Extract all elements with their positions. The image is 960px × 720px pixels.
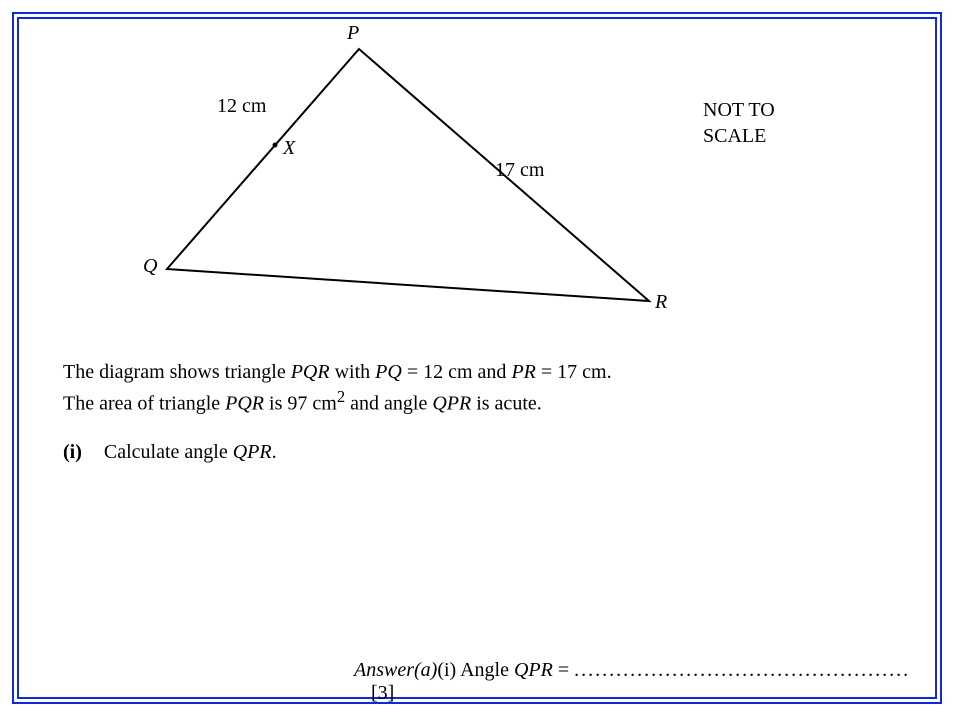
t2f: is acute. bbox=[471, 393, 542, 415]
side-label-pr: 17 cm bbox=[495, 159, 544, 182]
vertex-label-p: P bbox=[347, 22, 359, 45]
pt-a: Calculate angle bbox=[104, 441, 233, 463]
t1d: PQ bbox=[375, 361, 402, 383]
ans-b: (i) Angle bbox=[437, 659, 514, 681]
question-part: (i) Calculate angle QPR. bbox=[63, 439, 277, 466]
t1a: The diagram shows triangle bbox=[63, 361, 291, 383]
t2c: is 97 cm bbox=[264, 393, 337, 415]
t1b: PQR bbox=[291, 361, 330, 383]
not-to-scale-note: NOT TO SCALE bbox=[703, 97, 775, 149]
side-label-pq: 12 cm bbox=[217, 95, 266, 118]
answer-line: Answer(a)(i) Angle QPR = ...............… bbox=[354, 659, 924, 705]
triangle-diagram bbox=[19, 19, 939, 339]
ans-c: QPR bbox=[514, 659, 553, 681]
t2b: PQR bbox=[225, 393, 264, 415]
problem-line-2: The area of triangle PQR is 97 cm2 and a… bbox=[63, 386, 612, 418]
problem-text: The diagram shows triangle PQR with PQ =… bbox=[63, 359, 612, 418]
inner-border: P Q R X 12 cm 17 cm NOT TO SCALE The dia… bbox=[17, 17, 937, 699]
t2d: and angle bbox=[345, 393, 432, 415]
t2a: The area of triangle bbox=[63, 393, 225, 415]
page-content: P Q R X 12 cm 17 cm NOT TO SCALE The dia… bbox=[19, 19, 935, 697]
answer-dots: ........................................… bbox=[574, 659, 910, 681]
t1f: PR bbox=[511, 361, 535, 383]
ans-d: = bbox=[553, 659, 574, 681]
t1g: = 17 cm. bbox=[536, 361, 612, 383]
t1c: with bbox=[330, 361, 376, 383]
vertex-label-r: R bbox=[655, 291, 667, 314]
ans-a: Answer(a) bbox=[354, 659, 437, 681]
marks: [3] bbox=[371, 682, 394, 704]
problem-line-1: The diagram shows triangle PQR with PQ =… bbox=[63, 359, 612, 386]
t2sup: 2 bbox=[337, 387, 345, 406]
pt-c: . bbox=[272, 441, 277, 463]
outer-border: P Q R X 12 cm 17 cm NOT TO SCALE The dia… bbox=[12, 12, 942, 704]
pt-b: QPR bbox=[233, 441, 272, 463]
t1e: = 12 cm and bbox=[402, 361, 512, 383]
vertex-label-q: Q bbox=[143, 255, 157, 278]
part-label: (i) bbox=[63, 441, 82, 463]
point-label-x: X bbox=[283, 137, 295, 160]
t2e: QPR bbox=[432, 393, 471, 415]
